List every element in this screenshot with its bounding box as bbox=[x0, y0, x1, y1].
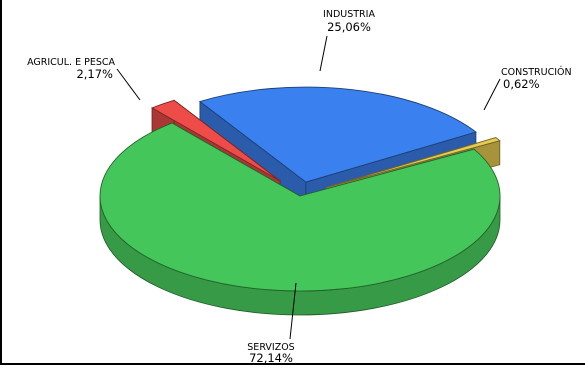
slice-label-industria-name: INDUSTRIA bbox=[323, 9, 375, 20]
slices-layer bbox=[99, 86, 501, 316]
slice-label-construcion-name: CONSTRUCIÓN bbox=[501, 66, 572, 78]
slice-label-agricultura-value: 2,17% bbox=[76, 67, 113, 81]
slice-agricul-e-pesca-top bbox=[150, 99, 281, 182]
slice-label-agricultura-name: AGRICUL. E PESCA bbox=[27, 57, 115, 68]
leader-line-industria bbox=[319, 35, 328, 72]
leader-lines bbox=[116, 35, 501, 340]
slice-construcion-top bbox=[325, 137, 501, 189]
chart-frame-left bbox=[0, 0, 2, 365]
slice-servizos bbox=[99, 122, 501, 316]
slice-label-servizos-value: 72,14% bbox=[249, 351, 293, 365]
leader-line-servizos bbox=[289, 282, 297, 340]
chart-frame-bottom bbox=[0, 363, 585, 365]
slice-label-servizos-name: SERVIZOS bbox=[247, 342, 294, 353]
slice-industria-top bbox=[198, 86, 477, 183]
leader-line-agricultura bbox=[116, 68, 141, 101]
leader-line-construcion bbox=[483, 78, 501, 111]
slice-servizos-top bbox=[99, 122, 501, 292]
slice-label-construcion-value: 0,62% bbox=[503, 77, 540, 91]
slice-label-industria-value: 25,06% bbox=[327, 20, 371, 34]
labels-layer: INDUSTRIA 25,06% CONSTRUCIÓN 0,62% SERVI… bbox=[27, 9, 572, 365]
